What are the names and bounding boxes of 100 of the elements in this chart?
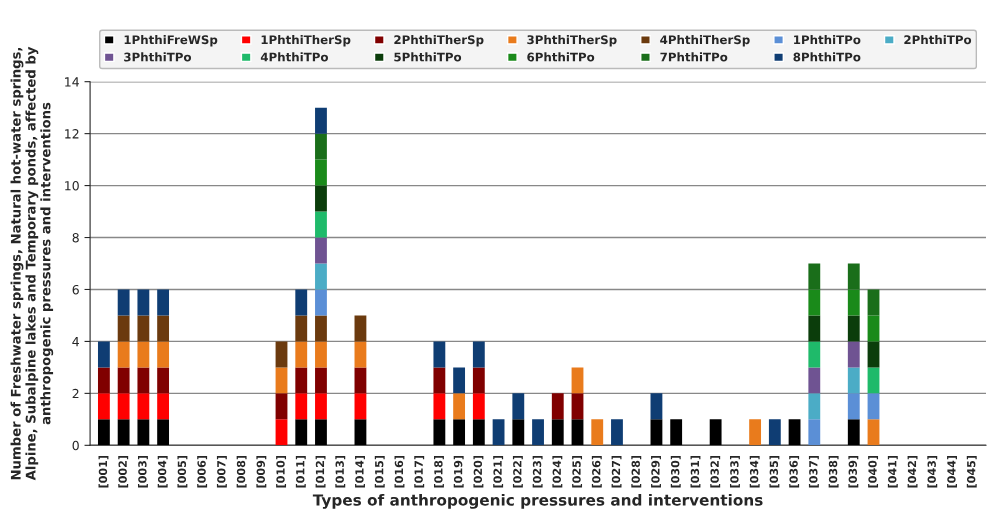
bar	[512, 393, 525, 420]
bar	[97, 367, 110, 394]
x-tick-label: [029]	[651, 455, 661, 488]
bar	[591, 419, 604, 446]
x-tick-label: [006]	[197, 455, 208, 488]
bar	[157, 393, 170, 420]
bar	[867, 341, 880, 368]
x-tick-label: [016]	[394, 455, 405, 488]
x-axis-title: Types of anthropogenic pressures and interventions	[312, 493, 763, 509]
bar	[867, 393, 880, 420]
legend-label: 8PhthiTPo	[793, 52, 861, 62]
bar	[315, 419, 327, 446]
bar	[788, 419, 801, 446]
bar	[315, 341, 327, 368]
bar	[472, 367, 485, 394]
bar	[354, 315, 367, 342]
x-tick-label: [001]	[98, 455, 109, 488]
bar	[275, 419, 288, 446]
x-tick-label: [015]	[374, 455, 385, 488]
bar	[670, 419, 683, 446]
bar	[97, 341, 110, 368]
x-tick-label: [044]	[947, 455, 957, 488]
y-tick-label: 8	[72, 233, 79, 243]
legend-label: 5PhthiTPo	[394, 52, 462, 62]
bar	[571, 367, 584, 394]
bar	[433, 341, 446, 368]
x-tick-label: [027]	[611, 455, 622, 488]
bar	[315, 289, 327, 316]
legend-label: 6PhthiTPo	[527, 52, 595, 62]
bar	[650, 393, 663, 420]
bar	[137, 289, 150, 316]
bar	[117, 289, 130, 316]
x-tick-label: [041]	[887, 455, 898, 488]
bar	[867, 419, 880, 446]
bar	[315, 263, 327, 290]
x-tick-label: [017]	[414, 455, 425, 488]
bar	[137, 341, 150, 368]
bar	[571, 393, 584, 420]
bar	[117, 419, 130, 446]
bar	[157, 341, 170, 368]
x-tick-label: [009]	[256, 455, 267, 488]
bar	[97, 419, 110, 446]
x-tick-label: [010]	[276, 455, 287, 488]
bar	[453, 419, 466, 446]
x-tick-label: [030]	[670, 455, 681, 488]
x-tick-label: [035]	[769, 455, 780, 488]
bar	[808, 263, 821, 290]
bar	[295, 393, 308, 420]
bar	[808, 367, 821, 394]
legend-label: 3PhthiTherSp	[527, 35, 617, 47]
bar	[749, 419, 762, 446]
bar	[275, 393, 288, 420]
bar	[472, 341, 485, 368]
bar	[275, 341, 288, 368]
bar	[808, 393, 821, 420]
legend-label: 7PhthiTPo	[660, 52, 728, 62]
bar	[117, 315, 130, 342]
x-tick-label: [040]	[868, 455, 879, 488]
y-tick-label: 14	[65, 77, 79, 87]
bar	[453, 393, 466, 420]
bar	[315, 393, 327, 420]
x-tick-label: [020]	[473, 455, 484, 488]
bar	[867, 367, 880, 394]
bar	[551, 419, 564, 446]
bar	[315, 159, 327, 186]
bar	[315, 211, 327, 238]
x-tick-label: [045]	[966, 455, 977, 488]
y-tick-label: 2	[72, 388, 79, 399]
x-tick-label: [005]	[177, 455, 188, 488]
bar	[315, 237, 327, 264]
bar	[157, 419, 170, 446]
legend-label: 1PhthiTPo	[794, 35, 861, 45]
y-tick-label: 10	[65, 181, 79, 191]
y-tick-label: 12	[65, 129, 79, 139]
y-tick-label: 6	[72, 284, 79, 295]
bar	[571, 419, 584, 446]
bar	[551, 393, 564, 420]
bar	[354, 341, 367, 368]
bar	[137, 315, 150, 342]
x-tick-label: [021]	[493, 455, 504, 488]
bar	[808, 315, 821, 342]
bar	[492, 419, 505, 446]
bar	[453, 367, 466, 394]
bar	[512, 419, 525, 446]
x-tick-label: [014]	[355, 455, 365, 488]
bar	[650, 419, 663, 446]
x-tick-label: [003]	[137, 455, 148, 488]
bar	[847, 263, 860, 290]
bar	[433, 419, 446, 446]
x-tick-label: [018]	[433, 455, 444, 488]
legend-label: 3PhthiTPo	[124, 52, 192, 62]
legend-label: 4PhthiTPo	[260, 52, 329, 62]
x-tick-label: [004]	[157, 455, 168, 488]
bar	[157, 289, 170, 316]
x-tick-label: [023]	[532, 455, 543, 488]
legend-label: 2PhthiTPo	[904, 35, 972, 45]
bar	[315, 367, 327, 394]
bar	[611, 419, 623, 446]
bar	[808, 289, 821, 316]
bar	[847, 289, 860, 316]
